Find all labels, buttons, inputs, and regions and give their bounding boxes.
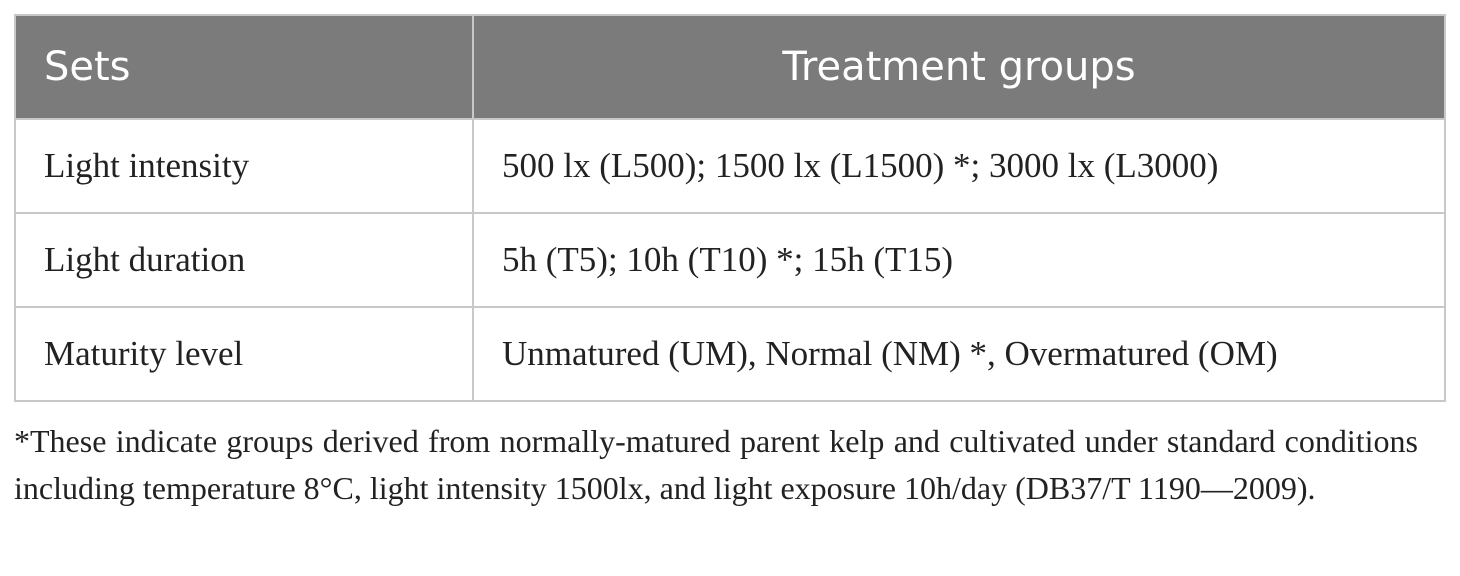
header-cell: Sets	[14, 14, 474, 120]
table-cell: Light duration	[14, 212, 474, 308]
table-row: Maturity level Unmatured (UM), Normal (NM…	[14, 306, 1446, 402]
table: Sets Treatment groups Light intensity 500…	[14, 14, 1446, 402]
header-row: Sets Treatment groups	[14, 14, 1446, 120]
table-cell: Maturity level	[14, 306, 474, 402]
table-body: Light intensity 500 lx (L500); 1500 lx (L…	[14, 118, 1446, 402]
header-cell: Treatment groups	[472, 14, 1446, 120]
table-cell: 5h (T5); 10h (T10) *; 15h (T15)	[472, 212, 1446, 308]
table-row: Light intensity 500 lx (L500); 1500 lx (L…	[14, 118, 1446, 214]
table-cell: 500 lx (L500); 1500 lx (L1500) *; 3000 l…	[472, 118, 1446, 214]
table-cell: Unmatured (UM), Normal (NM) *, Overmatur…	[472, 306, 1446, 402]
table-figure: Sets Treatment groups Light intensity 500…	[14, 14, 1446, 512]
footnote: *These indicate groups derived from norm…	[14, 423, 1418, 506]
table-row: Light duration 5h (T5); 10h (T10) *; 15h …	[14, 212, 1446, 308]
table-cell: Light intensity	[14, 118, 474, 214]
